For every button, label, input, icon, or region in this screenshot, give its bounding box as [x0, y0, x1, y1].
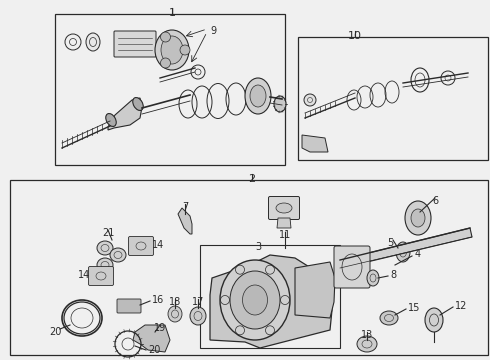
- Text: 13: 13: [361, 330, 373, 340]
- Text: 20: 20: [49, 327, 61, 337]
- Polygon shape: [277, 218, 291, 228]
- Text: 7: 7: [182, 202, 188, 212]
- Circle shape: [161, 58, 171, 68]
- Bar: [298, 37, 488, 160]
- Text: 2: 2: [248, 174, 256, 184]
- FancyBboxPatch shape: [114, 31, 156, 57]
- Ellipse shape: [133, 98, 143, 111]
- Text: 14: 14: [78, 270, 90, 280]
- Bar: [55, 14, 285, 165]
- Text: 3: 3: [255, 242, 261, 252]
- Polygon shape: [178, 208, 192, 234]
- Ellipse shape: [276, 203, 292, 213]
- Ellipse shape: [245, 78, 271, 114]
- Bar: [10, 180, 488, 355]
- Text: 11: 11: [279, 230, 291, 240]
- Circle shape: [161, 32, 171, 42]
- Ellipse shape: [86, 33, 100, 51]
- Ellipse shape: [97, 241, 113, 255]
- Polygon shape: [210, 255, 332, 348]
- FancyBboxPatch shape: [117, 299, 141, 313]
- Ellipse shape: [97, 258, 113, 272]
- FancyBboxPatch shape: [269, 197, 299, 220]
- Ellipse shape: [367, 270, 379, 286]
- Ellipse shape: [230, 271, 280, 329]
- Text: 12: 12: [455, 301, 467, 311]
- Text: 4: 4: [415, 249, 421, 259]
- Ellipse shape: [155, 30, 189, 70]
- Ellipse shape: [274, 96, 286, 112]
- Text: 6: 6: [432, 196, 438, 206]
- Text: 21: 21: [102, 228, 114, 238]
- Text: 10: 10: [348, 31, 362, 41]
- Polygon shape: [295, 262, 335, 318]
- Polygon shape: [133, 325, 170, 352]
- Polygon shape: [340, 228, 472, 268]
- Text: 19: 19: [154, 323, 166, 333]
- Text: 16: 16: [152, 295, 164, 305]
- Ellipse shape: [411, 209, 425, 227]
- Polygon shape: [302, 135, 328, 152]
- FancyBboxPatch shape: [89, 266, 114, 285]
- Ellipse shape: [190, 307, 206, 325]
- Text: 5: 5: [387, 238, 393, 248]
- Ellipse shape: [220, 260, 290, 340]
- Ellipse shape: [243, 285, 268, 315]
- Text: 8: 8: [390, 270, 396, 280]
- Circle shape: [180, 45, 190, 55]
- Text: 18: 18: [169, 297, 181, 307]
- Ellipse shape: [425, 308, 443, 332]
- Ellipse shape: [161, 36, 183, 64]
- Text: 20: 20: [148, 345, 160, 355]
- FancyBboxPatch shape: [334, 246, 370, 288]
- Text: 17: 17: [192, 297, 204, 307]
- Ellipse shape: [357, 336, 377, 352]
- Circle shape: [304, 94, 316, 106]
- Ellipse shape: [110, 248, 126, 262]
- Ellipse shape: [106, 113, 116, 126]
- Polygon shape: [108, 98, 142, 130]
- Text: 14: 14: [152, 240, 164, 250]
- FancyBboxPatch shape: [128, 237, 153, 256]
- Text: 15: 15: [408, 303, 420, 313]
- Text: 9: 9: [210, 26, 216, 36]
- Ellipse shape: [396, 242, 410, 262]
- Ellipse shape: [250, 85, 266, 107]
- Ellipse shape: [380, 311, 398, 325]
- Text: 1: 1: [169, 8, 175, 18]
- Ellipse shape: [405, 201, 431, 235]
- Ellipse shape: [168, 306, 182, 322]
- Bar: [200, 245, 340, 348]
